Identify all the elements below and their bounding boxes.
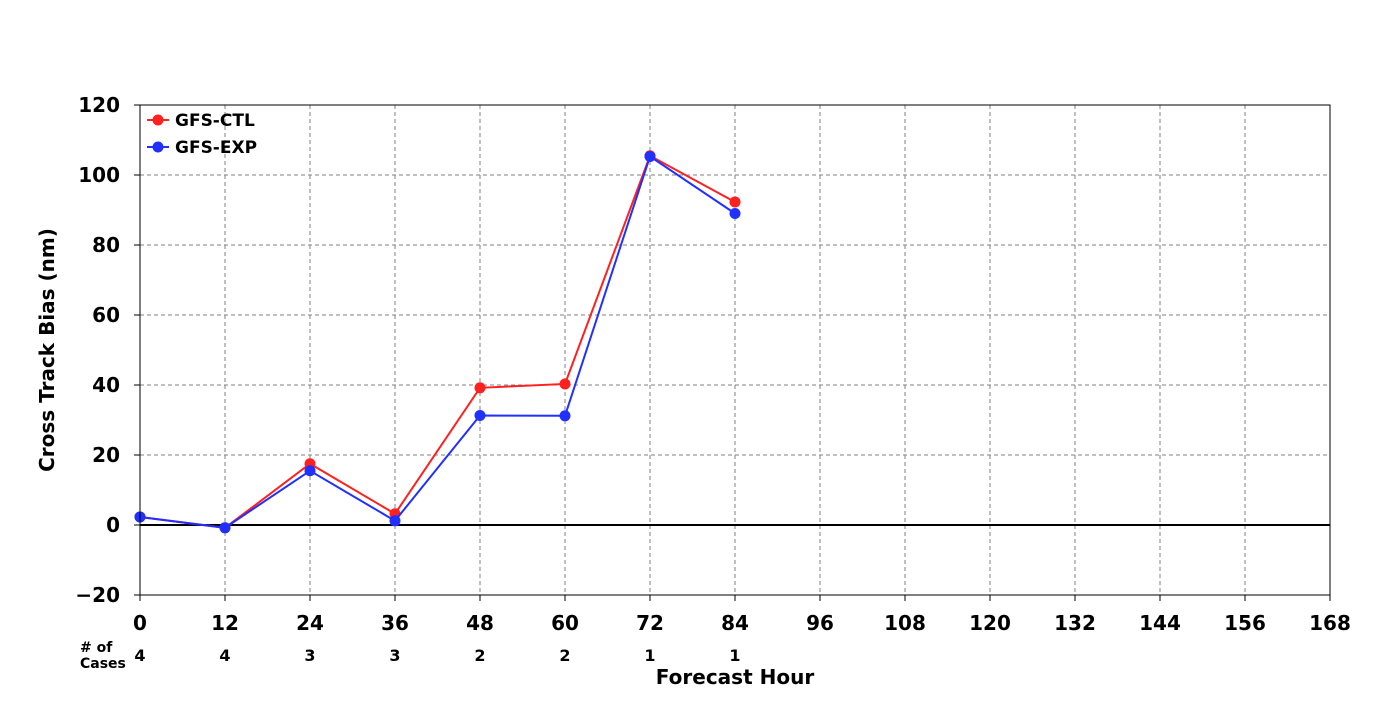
grid xyxy=(140,105,1330,595)
y-tick-label: 40 xyxy=(92,373,120,397)
x-tick-label: 96 xyxy=(806,611,834,635)
data-point xyxy=(474,409,486,421)
data-point xyxy=(644,150,656,162)
y-tick-label: −20 xyxy=(75,583,120,607)
cases-label-line-2: Cases xyxy=(80,656,126,672)
x-tick-label: 84 xyxy=(721,611,749,635)
x-axis-ticks: 0 12 24 36 48 60 72 84 96 108 120 132 144 156 168 xyxy=(133,595,1351,635)
legend-label: GFS-EXP xyxy=(175,138,257,158)
cases-count: 4 xyxy=(219,646,230,665)
x-tick-label: 132 xyxy=(1054,611,1096,635)
x-axis-title: Forecast Hour xyxy=(656,665,815,689)
x-tick-label: 108 xyxy=(884,611,926,635)
data-point xyxy=(559,410,571,422)
series-line xyxy=(139,154,736,529)
x-tick-label: 144 xyxy=(1139,611,1181,635)
x-tick-label: 120 xyxy=(969,611,1011,635)
y-tick-label: 100 xyxy=(78,163,120,187)
data-point xyxy=(389,515,401,527)
cases-count: 4 xyxy=(134,646,145,665)
y-axis-ticks: −20 0 20 40 60 80 100 120 xyxy=(75,93,140,607)
x-tick-label: 168 xyxy=(1309,611,1351,635)
y-axis-title: Cross Track Bias (nm) xyxy=(35,228,59,472)
cases-label-line-1: # of xyxy=(80,640,113,656)
x-tick-label: 72 xyxy=(636,611,664,635)
cases-count: 3 xyxy=(389,646,400,665)
legend-label: GFS-CTL xyxy=(175,111,255,131)
data-point xyxy=(559,378,571,390)
legend: GFS-CTL GFS-EXP xyxy=(147,111,257,158)
data-point xyxy=(729,196,741,208)
y-tick-label: 20 xyxy=(92,443,120,467)
series-line xyxy=(139,154,736,529)
legend-marker xyxy=(152,114,164,126)
series xyxy=(134,150,741,534)
legend-marker xyxy=(152,141,164,153)
x-tick-label: 0 xyxy=(133,611,147,635)
y-tick-label: 60 xyxy=(92,303,120,327)
y-tick-label: 80 xyxy=(92,233,120,257)
y-tick-label: 0 xyxy=(106,513,120,537)
cases-count: 2 xyxy=(474,646,485,665)
cases-count: 2 xyxy=(559,646,570,665)
data-point xyxy=(729,208,741,219)
y-tick-label: 120 xyxy=(78,93,120,117)
x-tick-label: 48 xyxy=(466,611,494,635)
x-tick-label: 12 xyxy=(211,611,239,635)
x-tick-label: 36 xyxy=(381,611,409,635)
x-tick-label: 60 xyxy=(551,611,579,635)
data-point xyxy=(304,465,316,477)
cases-count: 1 xyxy=(644,646,655,665)
cases-row: 4 4 3 3 2 2 1 1 xyxy=(134,646,740,665)
x-tick-label: 24 xyxy=(296,611,324,635)
data-point xyxy=(219,522,231,534)
data-point xyxy=(474,382,486,394)
cases-count: 1 xyxy=(729,646,740,665)
x-tick-label: 156 xyxy=(1224,611,1266,635)
cases-count: 3 xyxy=(304,646,315,665)
